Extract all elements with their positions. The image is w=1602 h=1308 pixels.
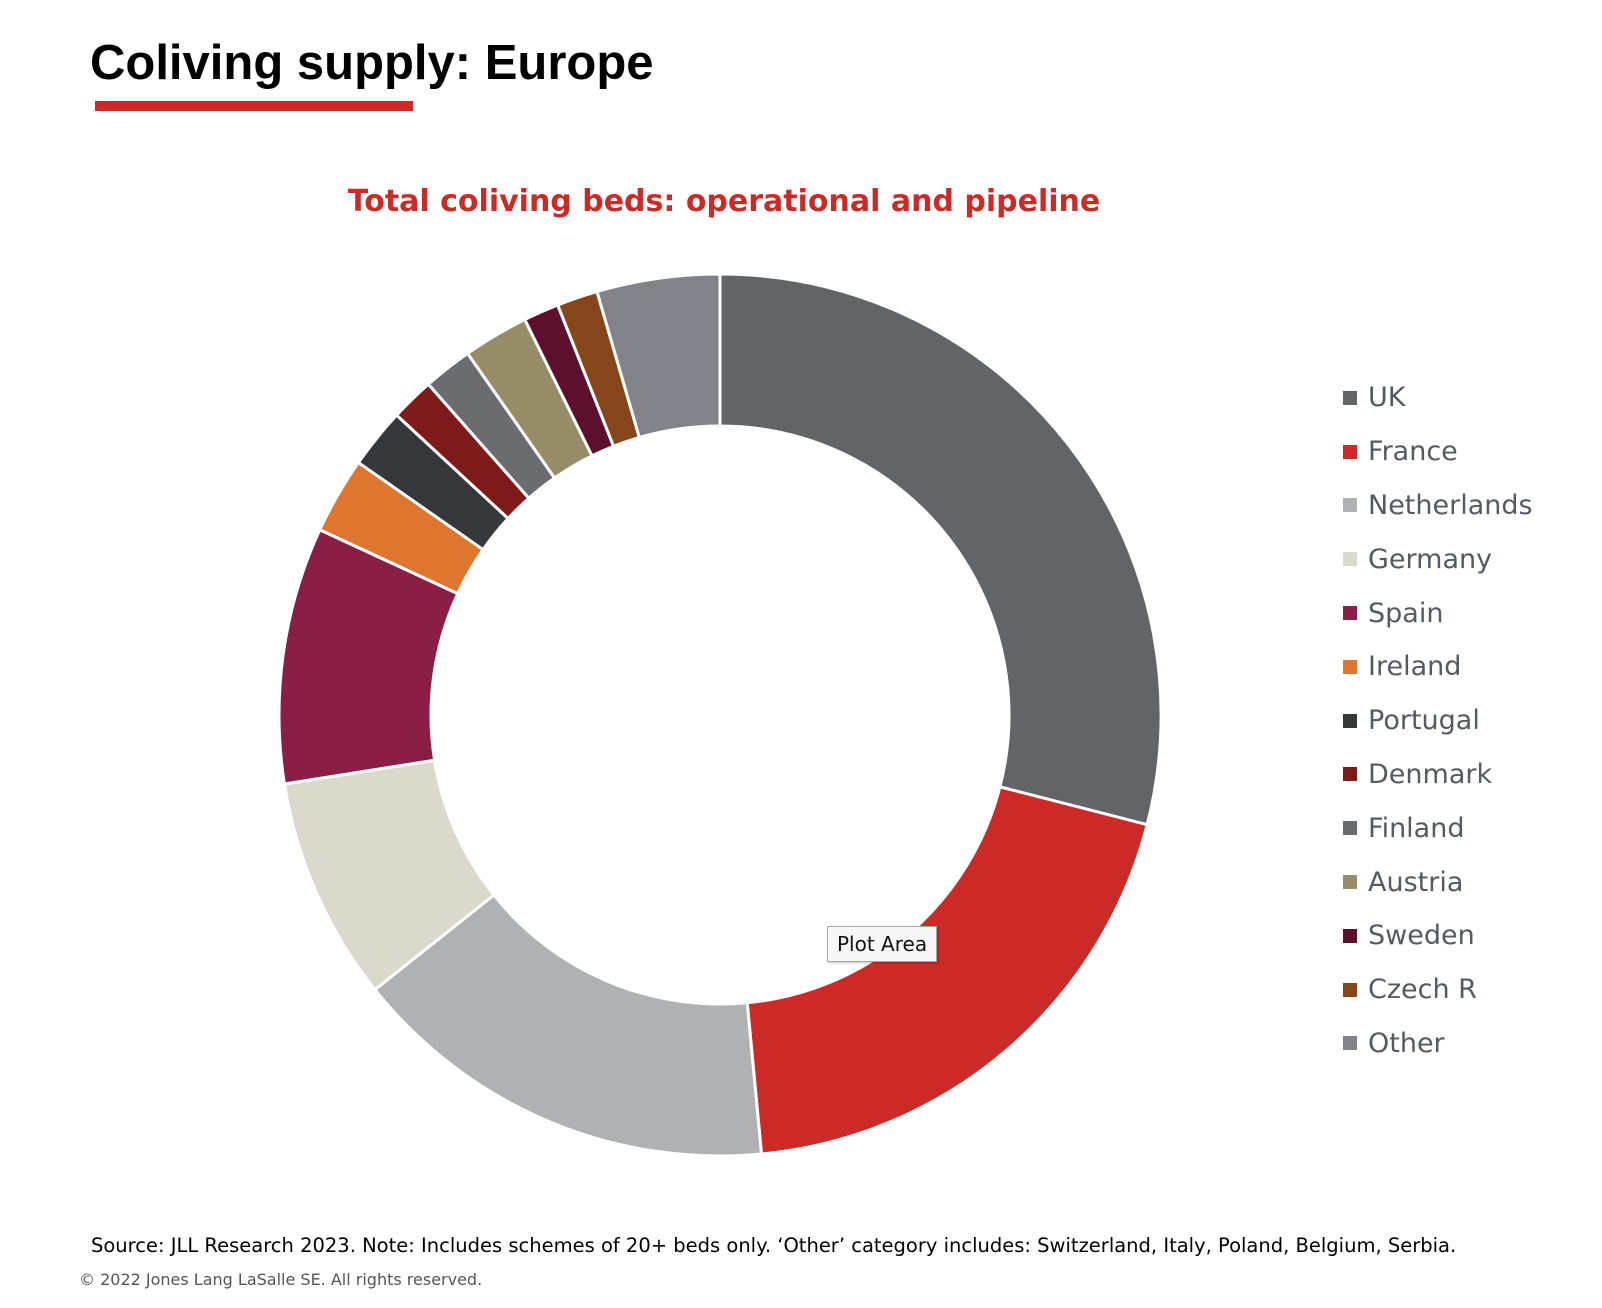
legend-label: Finland bbox=[1368, 812, 1465, 844]
legend-swatch bbox=[1343, 444, 1357, 459]
source-note: Source: JLL Research 2023. Note: Include… bbox=[91, 1234, 1457, 1257]
legend-item-portugal[interactable]: Portugal bbox=[1343, 694, 1533, 748]
legend-item-germany[interactable]: Germany bbox=[1343, 532, 1533, 586]
legend-item-ireland[interactable]: Ireland bbox=[1343, 640, 1533, 694]
legend-swatch bbox=[1343, 875, 1357, 890]
legend-swatch bbox=[1343, 659, 1357, 674]
legend-label: Germany bbox=[1368, 543, 1493, 575]
legend-item-denmark[interactable]: Denmark bbox=[1343, 748, 1533, 802]
legend-label: Netherlands bbox=[1368, 489, 1533, 521]
legend-label: Czech R bbox=[1368, 974, 1477, 1006]
legend-swatch bbox=[1343, 552, 1357, 567]
slide-title: Coliving supply: Europe bbox=[90, 36, 654, 90]
donut-slice-netherlands[interactable] bbox=[373, 893, 763, 1158]
legend-label: UK bbox=[1368, 382, 1406, 414]
legend-item-sweden[interactable]: Sweden bbox=[1343, 909, 1533, 963]
donut-slice-france[interactable] bbox=[745, 785, 1149, 1156]
donut-slices bbox=[277, 272, 1163, 1158]
donut-slice-other[interactable] bbox=[595, 272, 722, 439]
legend-label: Sweden bbox=[1368, 920, 1475, 952]
legend-item-spain[interactable]: Spain bbox=[1343, 586, 1533, 640]
legend-swatch bbox=[1343, 928, 1357, 943]
legend-label: Denmark bbox=[1368, 758, 1493, 790]
legend-label: Other bbox=[1368, 1027, 1445, 1059]
legend-item-netherlands[interactable]: Netherlands bbox=[1343, 479, 1533, 533]
legend-swatch bbox=[1343, 1036, 1357, 1051]
legend-item-austria[interactable]: Austria bbox=[1343, 855, 1533, 909]
copyright-notice: © 2022 Jones Lang LaSalle SE. All rights… bbox=[79, 1270, 483, 1289]
legend-swatch bbox=[1343, 713, 1357, 728]
legend-swatch bbox=[1343, 982, 1357, 997]
legend-label: France bbox=[1368, 436, 1458, 468]
legend-item-czech-r[interactable]: Czech R bbox=[1343, 963, 1533, 1017]
legend-item-france[interactable]: France bbox=[1343, 425, 1533, 479]
legend-swatch bbox=[1343, 767, 1357, 782]
legend-swatch bbox=[1343, 606, 1357, 621]
legend-swatch bbox=[1343, 390, 1357, 405]
plot-area-tooltip: Plot Area bbox=[827, 926, 938, 962]
legend-label: Spain bbox=[1368, 597, 1444, 629]
title-underline bbox=[95, 101, 413, 111]
chart-title: Total coliving beds: operational and pip… bbox=[347, 184, 1101, 219]
legend-item-other[interactable]: Other bbox=[1343, 1017, 1533, 1071]
legend-item-finland[interactable]: Finland bbox=[1343, 801, 1533, 855]
legend-label: Portugal bbox=[1368, 705, 1480, 737]
legend-label: Ireland bbox=[1368, 651, 1462, 683]
legend-swatch bbox=[1343, 821, 1357, 836]
legend-swatch bbox=[1343, 498, 1357, 513]
legend-item-uk[interactable]: UK bbox=[1343, 371, 1533, 425]
chart-legend: UK France Netherlands Germany Spain Ireland Po… bbox=[1343, 371, 1533, 1070]
donut-slice-uk[interactable] bbox=[718, 272, 1163, 827]
legend-label: Austria bbox=[1368, 866, 1464, 898]
